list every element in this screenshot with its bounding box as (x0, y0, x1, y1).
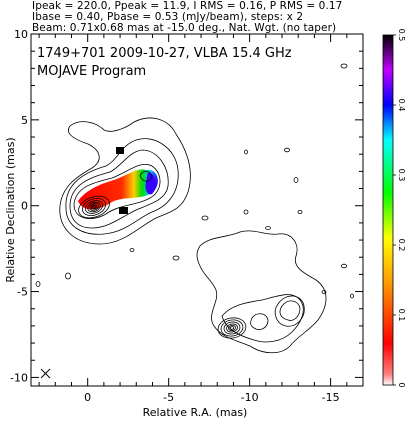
axis-tick-labels: 0 -5 -10 -15 10 5 0 -5 -10 (10, 28, 340, 404)
diffuse-emission-contour (196, 230, 327, 354)
y-tick-label: 10 (14, 28, 28, 41)
noise-contours (35, 63, 354, 299)
colorbar-tick-label: 0.1 (397, 309, 406, 322)
core-contours (78, 195, 110, 219)
intensity-contours (35, 63, 354, 354)
x-tick-label: -5 (163, 391, 174, 404)
colorbar-ticks: 0 0.1 0.2 0.3 0.4 0.5 (393, 29, 406, 388)
axis-ticks (31, 33, 364, 386)
x-tick-label: -10 (241, 391, 259, 404)
polarization-color-map (78, 147, 158, 214)
y-tick-label: -10 (10, 371, 28, 384)
vector-block-lower (119, 207, 128, 214)
y-tick-label: 0 (21, 200, 28, 213)
colorbar-tick-label: 0.5 (397, 29, 406, 42)
secondary-component-contours (217, 317, 247, 339)
jet-polarization-region (78, 169, 158, 210)
x-axis-label: Relative R.A. (mas) (143, 406, 248, 419)
jet-contour-knot (139, 171, 153, 182)
jet-polarization-blue-cap (145, 172, 157, 195)
colorbar-tick-label: 0.3 (397, 169, 406, 182)
x-tick-label: -15 (322, 391, 340, 404)
header-line-3: Beam: 0.71x0.68 mas at -15.0 deg., Nat. … (32, 22, 337, 34)
jet-contour-outermost (59, 117, 191, 245)
header-line-2: Ibase = 0.40, Pbase = 0.53 (mJy/beam), s… (32, 11, 304, 23)
beam-marker (40, 368, 51, 379)
diffuse-emission-contour-inner (221, 294, 304, 343)
header-line-1: Ipeak = 220.0, Ppeak = 11.9, I RMS = 0.1… (32, 0, 343, 12)
colorbar-tick-label: 0.2 (397, 239, 406, 252)
y-tick-label: -5 (17, 286, 28, 299)
y-axis-label: Relative Declination (mas) (4, 137, 17, 282)
y-tick-label: 5 (21, 114, 28, 127)
chart-subtitle: MOJAVE Program (37, 64, 146, 79)
plot-frame (30, 33, 364, 387)
jet-contour-inner (73, 164, 161, 219)
colorbar-tick-label: 0.4 (397, 99, 406, 112)
colorbar (382, 34, 394, 386)
x-tick-label: 0 (84, 391, 91, 404)
chart-title: 1749+701 2009-10-27, VLBA 15.4 GHz (37, 46, 292, 61)
jet-contour-mid (69, 149, 169, 229)
vector-block-upper (116, 147, 124, 154)
colorbar-tick-label: 0 (397, 382, 406, 387)
jet-contour-outer (65, 138, 179, 235)
secondary-knot-contours (250, 295, 305, 330)
